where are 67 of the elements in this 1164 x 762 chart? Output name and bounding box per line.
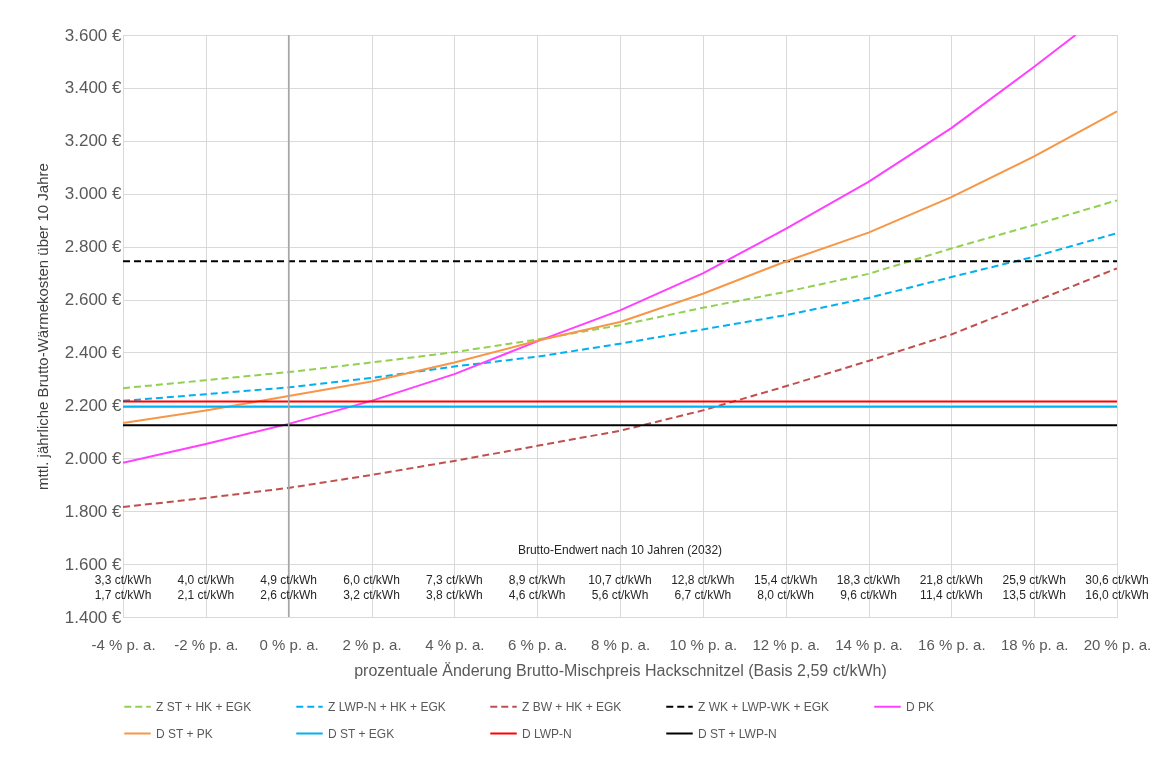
legend-label: D ST + LWP-N: [698, 726, 777, 741]
annotation: 10,7 ct/kWh: [588, 573, 652, 587]
line-series: [123, 110, 1117, 425]
x-tick-label: 12 % p. a.: [752, 635, 820, 653]
x-tick-label: 18 % p. a.: [1000, 635, 1069, 653]
x-tick-label: -4 % p. a.: [91, 635, 156, 653]
x-tick-label: -2 % p. a.: [174, 635, 239, 653]
annotation: 18,3 ct/kWh: [836, 573, 901, 587]
y-tick-label: 2.800 €: [64, 237, 123, 257]
annotation: 15,4 ct/kWh: [753, 573, 818, 587]
legend-label: D LWP-N: [522, 726, 572, 741]
annotation: 3,2 ct/kWh: [343, 588, 400, 602]
annotation: 3,3 ct/kWh: [94, 573, 152, 587]
annotation: 4,6 ct/kWh: [508, 588, 566, 602]
annotation: 13,5 ct/kWh: [1002, 588, 1066, 602]
annotation: 7,3 ct/kWh: [425, 573, 483, 587]
annotation: 11,4 ct/kWh: [920, 588, 983, 602]
y-tick-label: 3.600 €: [64, 25, 123, 45]
annotation: 25,9 ct/kWh: [1002, 573, 1066, 587]
annotation: 4,0 ct/kWh: [177, 573, 235, 587]
legend-label: Z ST + HK + EGK: [156, 699, 252, 714]
annotation: 2,1 ct/kWh: [177, 588, 235, 602]
x-tick-label: 10 % p. a.: [669, 635, 738, 653]
annotation: 3,8 ct/kWh: [425, 588, 483, 602]
annotation: 8,9 ct/kWh: [508, 573, 566, 587]
annotation: 30,6 ct/kWh: [1085, 573, 1149, 587]
annotation: 6,7 ct/kWh: [674, 588, 732, 602]
annotation: 16,0 ct/kWh: [1085, 588, 1149, 602]
x-tick-label: 2 % p. a.: [342, 635, 402, 653]
line-series: [123, 267, 1117, 508]
legend-label: Z BW + HK + EGK: [522, 699, 622, 714]
y-tick-label: 3.000 €: [64, 184, 123, 204]
annotation: 6,0 ct/kWh: [343, 573, 400, 587]
x-tick-label: 14 % p. a.: [835, 635, 903, 653]
annotation: 1,7 ct/kWh: [94, 588, 152, 602]
annotation: Brutto-Endwert nach 10 Jahren (2032): [517, 543, 723, 557]
annotation: 12,8 ct/kWh: [671, 573, 735, 587]
x-tick-label: 6 % p. a.: [508, 635, 568, 653]
annotation: 21,8 ct/kWh: [919, 573, 984, 587]
x-tick-label: 16 % p. a.: [918, 635, 986, 653]
y-tick-label: 2.200 €: [64, 395, 123, 415]
legend-label: D ST + EGK: [328, 726, 395, 741]
x-tick-label: 8 % p. a.: [590, 635, 651, 653]
x-tick-label: 20 % p. a.: [1083, 635, 1152, 653]
line-series: [123, 35, 1077, 464]
y-tick-label: 2.600 €: [64, 290, 123, 310]
annotation: 4,9 ct/kWh: [260, 573, 318, 587]
y-axis-title: mttl. jährliche Brutto-Wärmekosten über 10 Jahre: [33, 163, 51, 490]
x-axis-title: prozentuale Änderung Brutto-Mischpreis Hackschnitzel (Basis 2,59 ct/kWh): [354, 661, 887, 679]
annotation: 5,6 ct/kWh: [591, 588, 649, 602]
y-tick-label: 2.400 €: [64, 342, 123, 362]
annotation: 2,6 ct/kWh: [260, 588, 318, 602]
x-tick-label: 4 % p. a.: [425, 635, 485, 653]
legend-label: D ST + PK: [156, 726, 213, 741]
legend-label: Z WK + LWP-WK + EGK: [698, 699, 830, 714]
y-tick-label: 1.400 €: [64, 607, 123, 627]
y-tick-label: 1.600 €: [64, 554, 123, 574]
y-tick-label: 2.000 €: [64, 448, 123, 468]
annotation: 8,0 ct/kWh: [757, 588, 815, 602]
x-tick-label: 0 % p. a.: [259, 635, 319, 653]
y-tick-label: 1.800 €: [64, 501, 123, 521]
y-tick-label: 3.400 €: [64, 78, 123, 98]
legend-label: D PK: [906, 699, 935, 714]
annotation: 9,6 ct/kWh: [840, 588, 897, 602]
legend-label: Z LWP-N + HK + EGK: [328, 699, 446, 714]
y-tick-label: 3.200 €: [64, 131, 123, 151]
line-series: [123, 199, 1117, 390]
